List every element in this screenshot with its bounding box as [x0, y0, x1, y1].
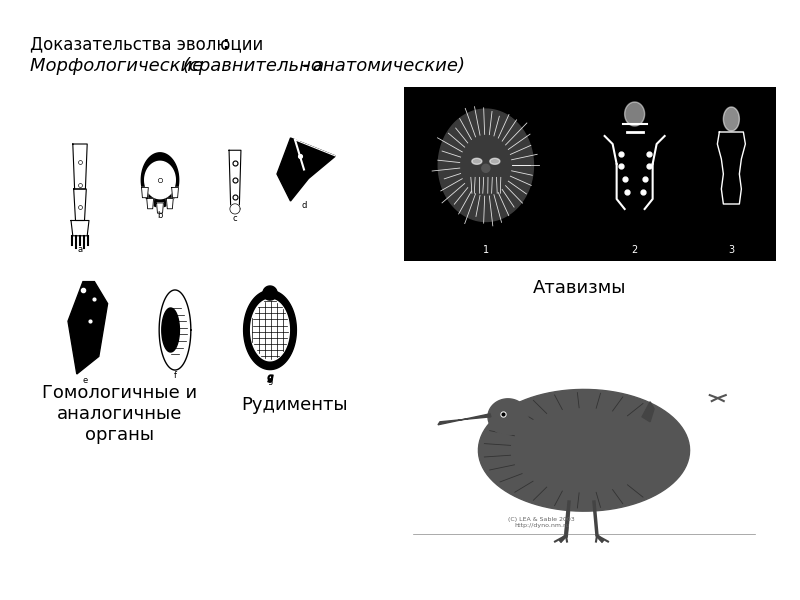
Polygon shape: [159, 290, 191, 370]
Text: c: c: [233, 214, 238, 223]
Polygon shape: [142, 153, 178, 207]
Text: 1: 1: [482, 245, 489, 255]
Text: (сравнительно: (сравнительно: [183, 57, 323, 75]
Text: (C) LEA & Sable 2003
http://dyno.nm.ru: (C) LEA & Sable 2003 http://dyno.nm.ru: [508, 517, 575, 528]
Text: :: :: [222, 35, 229, 53]
Polygon shape: [478, 389, 690, 511]
Text: e: e: [83, 376, 88, 385]
Polygon shape: [230, 204, 240, 214]
Polygon shape: [472, 158, 482, 164]
Text: Рудименты: Рудименты: [242, 396, 348, 414]
Text: d: d: [302, 201, 306, 210]
Polygon shape: [723, 107, 739, 131]
Text: b: b: [158, 211, 162, 220]
Polygon shape: [642, 402, 654, 422]
Polygon shape: [482, 164, 490, 172]
Text: Доказательства эволюции: Доказательства эволюции: [30, 35, 263, 53]
Polygon shape: [438, 414, 491, 425]
Polygon shape: [172, 187, 178, 197]
Polygon shape: [146, 199, 154, 209]
Text: f: f: [174, 371, 177, 380]
Polygon shape: [145, 161, 175, 199]
Text: g: g: [267, 376, 273, 385]
Polygon shape: [71, 220, 89, 236]
Polygon shape: [244, 290, 296, 370]
Polygon shape: [277, 138, 335, 201]
Text: a: a: [78, 245, 82, 254]
Polygon shape: [157, 203, 163, 213]
Text: Атавизмы: Атавизмы: [534, 279, 626, 297]
Polygon shape: [73, 144, 87, 189]
Polygon shape: [166, 199, 174, 209]
Polygon shape: [625, 102, 645, 126]
Bar: [404, 87, 776, 261]
Polygon shape: [68, 281, 107, 374]
Polygon shape: [142, 187, 148, 197]
Polygon shape: [438, 109, 534, 221]
Polygon shape: [74, 189, 86, 220]
Text: анатомические): анатомические): [312, 57, 465, 75]
Polygon shape: [263, 286, 277, 300]
Polygon shape: [250, 299, 290, 361]
Polygon shape: [162, 308, 179, 352]
Text: 3: 3: [728, 245, 734, 255]
Polygon shape: [229, 150, 241, 210]
Polygon shape: [488, 399, 528, 435]
Text: Морфологические: Морфологические: [30, 57, 209, 75]
Polygon shape: [490, 158, 500, 164]
Text: -: -: [303, 57, 310, 75]
Text: Гомологичные и
аналогичные
органы: Гомологичные и аналогичные органы: [42, 384, 198, 443]
Text: 2: 2: [631, 245, 638, 255]
